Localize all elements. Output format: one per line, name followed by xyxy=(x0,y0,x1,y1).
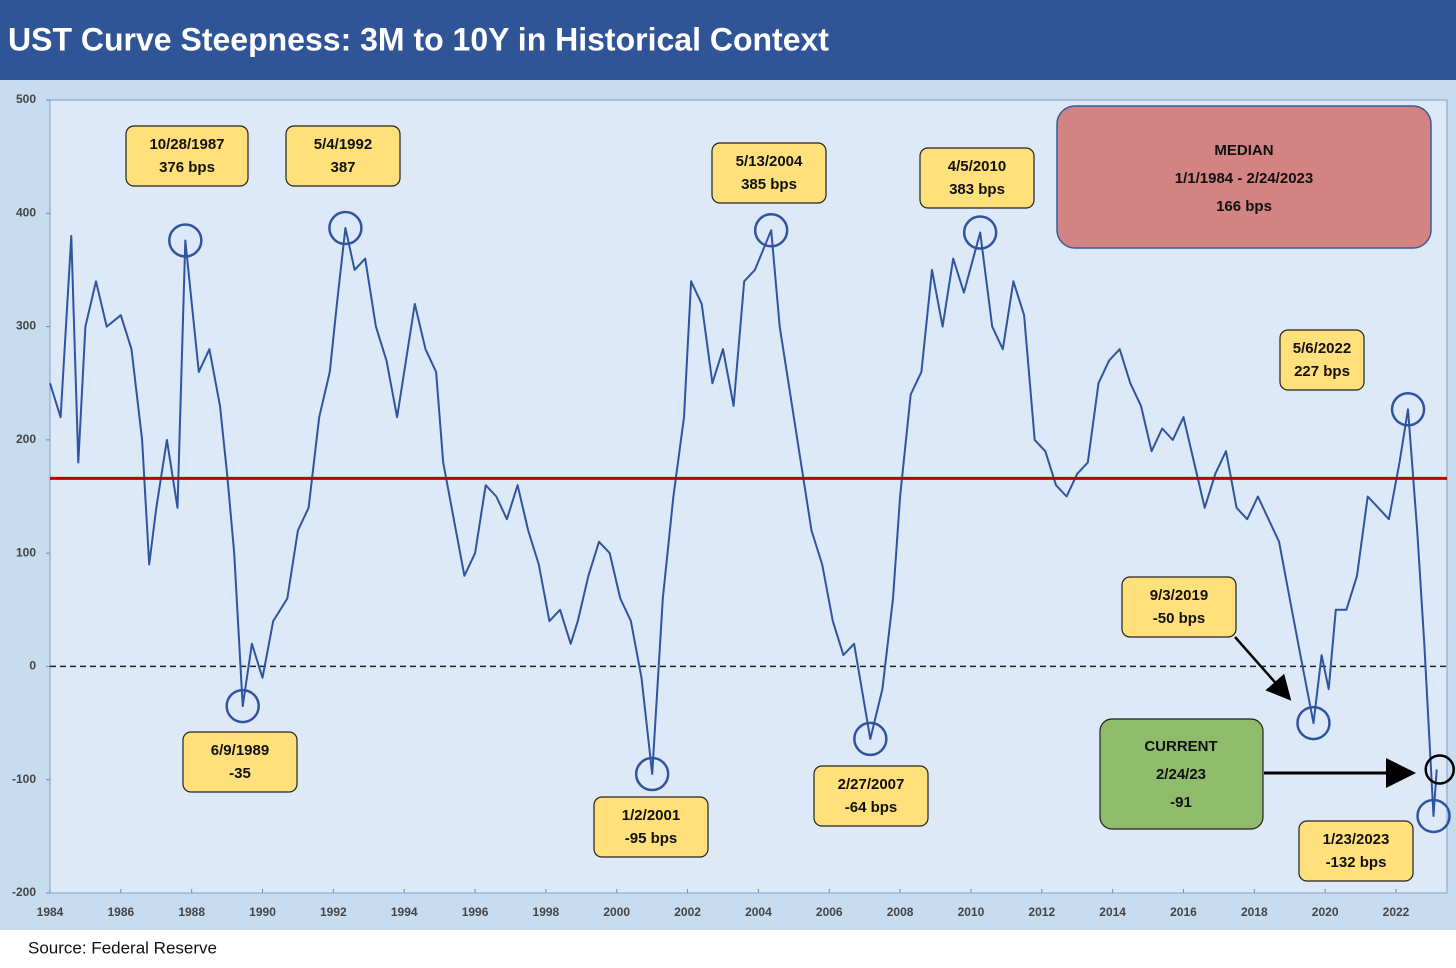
x-tick-label: 2004 xyxy=(745,905,772,919)
highlight-circle xyxy=(753,213,789,248)
annotation-text: 383 bps xyxy=(949,181,1005,198)
highlight-circle xyxy=(225,688,260,724)
annotation-box xyxy=(919,147,1035,209)
annotation-box xyxy=(125,125,249,187)
annotation-text: 227 bps xyxy=(1294,363,1350,380)
median-text: 166 bps xyxy=(1216,198,1272,215)
highlight-circle xyxy=(962,215,998,250)
median-box xyxy=(1056,105,1432,249)
current-box xyxy=(1099,718,1264,830)
median-text: 1/1/1984 - 2/24/2023 xyxy=(1175,170,1313,187)
annotation-box xyxy=(593,796,709,858)
x-tick-label: 2020 xyxy=(1312,905,1339,919)
x-tick-label: 2000 xyxy=(603,905,630,919)
x-tick-label: 1996 xyxy=(462,905,489,919)
x-tick-label: 2014 xyxy=(1099,905,1126,919)
y-tick-label: 400 xyxy=(16,205,36,219)
annotation-text: 385 bps xyxy=(741,176,797,193)
y-tick-label: -200 xyxy=(12,885,36,899)
y-tick-label: 100 xyxy=(16,545,36,559)
y-tick-label: -100 xyxy=(12,772,36,786)
annotation-text: -132 bps xyxy=(1326,854,1387,871)
annotation-label: 9/3/2019 xyxy=(1150,587,1208,604)
y-tick-label: 300 xyxy=(16,319,36,333)
x-tick-label: 2012 xyxy=(1028,905,1055,919)
annotation-text: 376 bps xyxy=(159,159,215,176)
annotation-label: 10/28/1987 xyxy=(149,136,224,153)
source: Source: Federal Reserve xyxy=(28,938,217,957)
annotation-box xyxy=(1298,820,1414,882)
x-tick-label: 2002 xyxy=(674,905,701,919)
x-tick-label: 1992 xyxy=(320,905,347,919)
arrow xyxy=(1234,636,1292,701)
highlight-circle xyxy=(634,756,670,792)
annotation-text: -95 bps xyxy=(625,830,678,847)
y-tick-label: 500 xyxy=(16,92,36,106)
header xyxy=(0,0,1456,80)
x-tick-label: 1990 xyxy=(249,905,276,919)
annotation-label: 1/23/2023 xyxy=(1323,831,1390,848)
annotation-text: -64 bps xyxy=(845,799,898,816)
annotation-box xyxy=(285,125,401,187)
x-tick-label: 1984 xyxy=(37,905,64,919)
series-line xyxy=(49,227,1438,817)
highlight-circle xyxy=(168,223,203,258)
highlight-circle xyxy=(1416,798,1451,834)
annotation-box xyxy=(182,731,298,793)
x-tick-label: 2010 xyxy=(958,905,985,919)
annotation-label: 6/9/1989 xyxy=(211,742,269,759)
annotation-box xyxy=(1279,329,1365,391)
current-text: CURRENT xyxy=(1144,738,1217,755)
x-tick-label: 2016 xyxy=(1170,905,1197,919)
y-tick-label: 0 xyxy=(29,659,36,673)
x-tick-label: 2018 xyxy=(1241,905,1268,919)
footer xyxy=(0,930,1456,968)
annotation-box xyxy=(711,142,827,204)
x-tick-label: 2006 xyxy=(816,905,843,919)
x-tick-label: 1986 xyxy=(107,905,134,919)
annotation-text: 387 xyxy=(330,159,355,176)
highlight-circle xyxy=(1390,392,1426,427)
current-text: -91 xyxy=(1170,794,1192,811)
x-tick-label: 2022 xyxy=(1383,905,1410,919)
x-tick-label: 1998 xyxy=(533,905,560,919)
x-tick-label: 2008 xyxy=(887,905,914,919)
highlight-circle xyxy=(1296,705,1331,741)
highlight-circle xyxy=(853,721,888,757)
chart-title: UST Curve Steepness: 3M to 10Y in Histor… xyxy=(8,21,829,57)
annotation-label: 5/4/1992 xyxy=(314,136,372,153)
annotation-label: 2/27/2007 xyxy=(838,776,905,793)
annotation-label: 5/6/2022 xyxy=(1293,340,1351,357)
median-text: MEDIAN xyxy=(1214,142,1273,159)
annotation-box xyxy=(1121,576,1237,638)
annotation-label: 1/2/2001 xyxy=(622,807,680,824)
y-tick-label: 200 xyxy=(16,432,36,446)
annotation-box xyxy=(813,765,929,827)
highlight-circle xyxy=(328,210,363,246)
annotation-label: 4/5/2010 xyxy=(948,158,1006,175)
x-tick-label: 1988 xyxy=(178,905,205,919)
annotation-label: 5/13/2004 xyxy=(736,153,803,170)
annotation-text: -50 bps xyxy=(1153,610,1206,627)
current-text: 2/24/23 xyxy=(1156,766,1206,783)
x-tick-label: 1994 xyxy=(391,905,418,919)
current-circle xyxy=(1424,754,1455,785)
annotation-text: -35 xyxy=(229,765,251,782)
